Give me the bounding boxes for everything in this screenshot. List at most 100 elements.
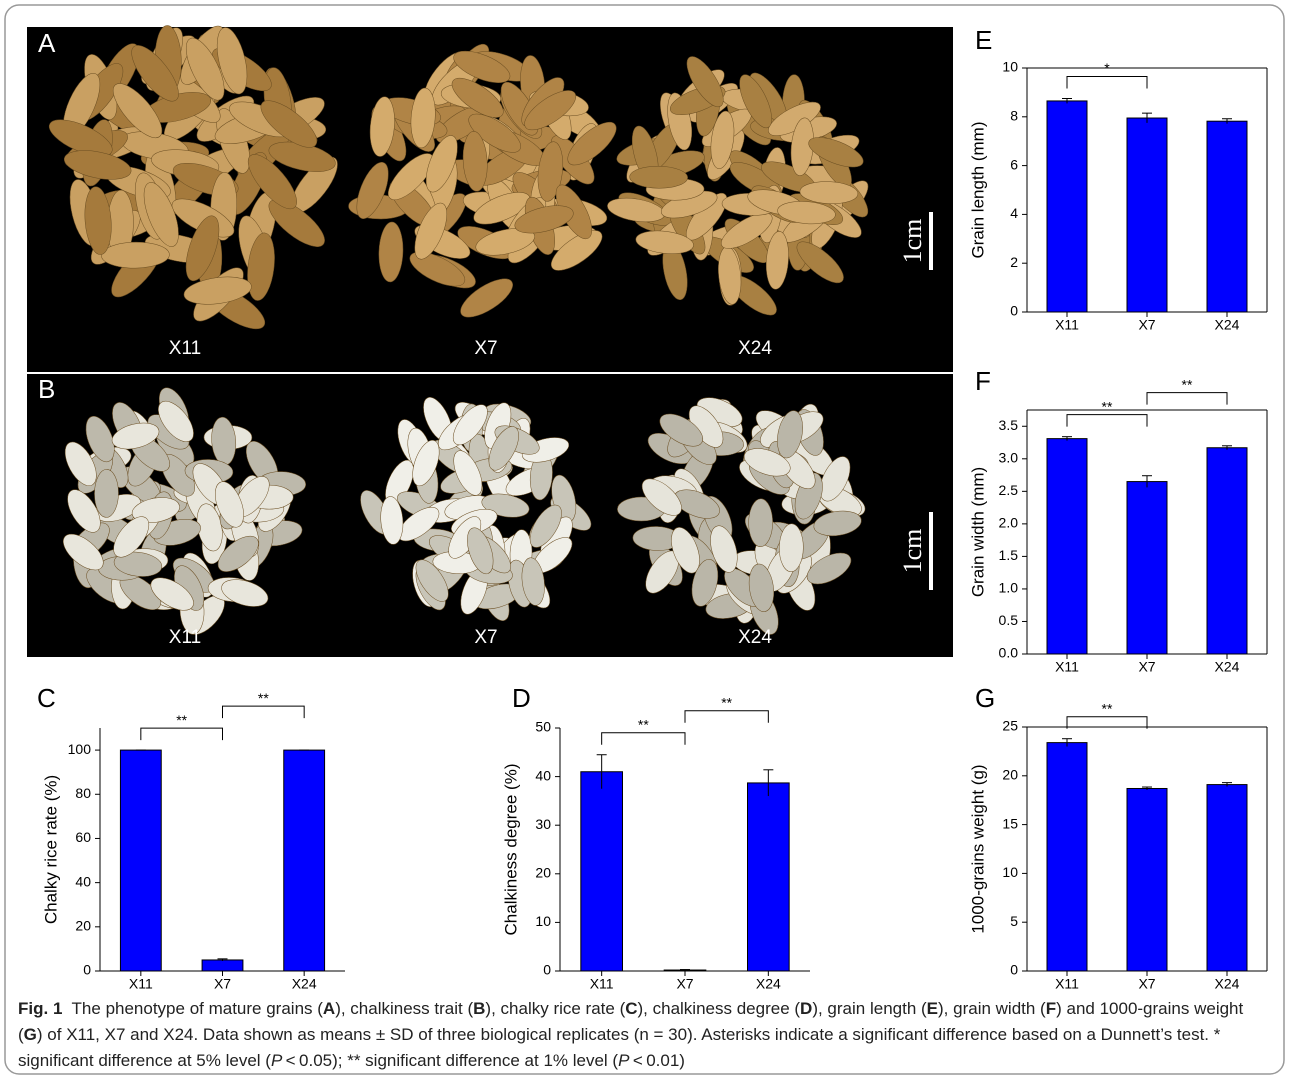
y-tick-label: 8 bbox=[1010, 108, 1018, 124]
bar bbox=[1127, 482, 1167, 654]
x-tick-label: X7 bbox=[1138, 317, 1155, 333]
sample-label: X11 bbox=[169, 627, 201, 648]
y-tick-label: 0 bbox=[1010, 962, 1018, 978]
x-tick-label: X7 bbox=[214, 976, 231, 992]
x-tick-label: X24 bbox=[292, 976, 317, 992]
significance-label: ** bbox=[1182, 376, 1193, 392]
bar bbox=[1207, 785, 1247, 971]
significance-label: ** bbox=[176, 712, 187, 728]
sample-label: X7 bbox=[474, 338, 497, 359]
y-tick-label: 10 bbox=[1002, 59, 1018, 75]
figure: A X11 X7 X24 1cm B X11 X7 X24 1cm C Chalk… bbox=[0, 0, 1290, 1079]
bar bbox=[748, 783, 790, 971]
y-tick-label: 20 bbox=[1002, 767, 1018, 783]
x-tick-label: X7 bbox=[1138, 659, 1155, 675]
y-tick-label: 2.0 bbox=[999, 515, 1019, 531]
y-tick-label: 15 bbox=[1002, 815, 1018, 831]
bar bbox=[1047, 439, 1087, 654]
caption-text: E bbox=[927, 999, 938, 1018]
x-tick-label: X24 bbox=[1215, 659, 1240, 675]
y-tick-label: 10 bbox=[535, 913, 551, 929]
caption-text: P bbox=[271, 1051, 282, 1070]
scale-label: 1cm bbox=[898, 529, 927, 574]
significance-label: ** bbox=[258, 690, 269, 706]
x-tick-label: X11 bbox=[590, 976, 614, 992]
significance-label: ** bbox=[721, 694, 732, 710]
y-axis-title: Grain width (mm) bbox=[968, 467, 987, 597]
page: A X11 X7 X24 1cm B X11 X7 X24 1cm C Chalk… bbox=[0, 0, 1290, 1079]
caption-text: ), chalkiness trait ( bbox=[335, 999, 473, 1018]
bar bbox=[1127, 118, 1167, 312]
y-tick-label: 10 bbox=[1002, 864, 1018, 880]
y-tick-label: 0.5 bbox=[999, 612, 1019, 628]
scale-label: 1cm bbox=[898, 219, 927, 264]
sample-label: X24 bbox=[738, 627, 772, 648]
x-tick-label: X7 bbox=[676, 976, 693, 992]
panel-letter: B bbox=[38, 374, 55, 404]
y-tick-label: 20 bbox=[75, 918, 91, 934]
bar bbox=[1207, 121, 1247, 312]
y-tick-label: 0 bbox=[1010, 303, 1018, 319]
caption-text: < 0.05); ** significant difference at 1%… bbox=[282, 1051, 618, 1070]
significance-bracket bbox=[1147, 393, 1227, 405]
bar bbox=[581, 772, 623, 971]
panel-letter: D bbox=[512, 683, 531, 713]
significance-label: * bbox=[1104, 60, 1110, 76]
y-tick-label: 6 bbox=[1010, 156, 1018, 172]
y-axis-title: Chalky rice rate (%) bbox=[41, 775, 60, 924]
x-tick-label: X7 bbox=[1138, 976, 1155, 992]
caption-text: ), grain length ( bbox=[812, 999, 926, 1018]
panel-letter: A bbox=[38, 28, 56, 58]
y-tick-label: 0 bbox=[543, 962, 551, 978]
caption-text: < 0.01) bbox=[629, 1051, 684, 1070]
y-tick-label: 30 bbox=[535, 816, 551, 832]
x-tick-label: X24 bbox=[1215, 976, 1240, 992]
y-tick-label: 20 bbox=[535, 865, 551, 881]
x-tick-label: X11 bbox=[1055, 317, 1079, 333]
y-axis-title: 1000-grains weight (g) bbox=[968, 764, 987, 933]
y-tick-label: 1.5 bbox=[999, 547, 1019, 563]
x-tick-label: X11 bbox=[1055, 659, 1079, 675]
bar bbox=[1127, 788, 1167, 971]
significance-bracket bbox=[1067, 415, 1147, 427]
y-tick-label: 50 bbox=[535, 719, 551, 735]
significance-bracket bbox=[602, 733, 685, 745]
grain bbox=[94, 469, 119, 517]
sample-label: X11 bbox=[169, 338, 201, 359]
significance-label: ** bbox=[638, 716, 649, 732]
significance-bracket bbox=[223, 706, 305, 718]
panel-letter: G bbox=[975, 683, 995, 713]
caption: Fig. 1 The phenotype of mature grains (A… bbox=[18, 996, 1268, 1074]
caption-text: P bbox=[618, 1051, 629, 1070]
sample-label: X7 bbox=[474, 627, 497, 648]
y-tick-label: 0.0 bbox=[999, 645, 1019, 661]
panel-letter: C bbox=[37, 683, 56, 713]
caption-text: The phenotype of mature grains ( bbox=[72, 999, 323, 1018]
caption-text: D bbox=[800, 999, 812, 1018]
caption-label: Fig. 1 bbox=[18, 999, 62, 1018]
y-tick-label: 1.0 bbox=[999, 580, 1019, 596]
y-tick-label: 5 bbox=[1010, 913, 1018, 929]
significance-bracket bbox=[1067, 77, 1147, 89]
x-tick-label: X24 bbox=[1215, 317, 1240, 333]
y-tick-label: 80 bbox=[75, 785, 91, 801]
bar bbox=[284, 750, 325, 971]
caption-text: C bbox=[625, 999, 637, 1018]
y-tick-label: 40 bbox=[75, 873, 91, 889]
y-tick-label: 4 bbox=[1010, 205, 1018, 221]
significance-label: ** bbox=[1102, 700, 1113, 716]
caption-text: ), grain width ( bbox=[938, 999, 1046, 1018]
significance-bracket bbox=[685, 711, 768, 723]
x-tick-label: X11 bbox=[1055, 976, 1079, 992]
significance-bracket bbox=[141, 728, 223, 740]
grain bbox=[748, 499, 772, 547]
caption-text: A bbox=[323, 999, 335, 1018]
caption-text: ), chalkiness degree ( bbox=[638, 999, 801, 1018]
y-tick-label: 3.5 bbox=[999, 417, 1019, 433]
caption-text: G bbox=[24, 1025, 37, 1044]
y-tick-label: 100 bbox=[68, 741, 92, 757]
y-tick-label: 2.5 bbox=[999, 482, 1019, 498]
caption-text: B bbox=[473, 999, 485, 1018]
y-axis-title: Grain length (mm) bbox=[968, 122, 987, 259]
bar bbox=[1047, 101, 1087, 312]
